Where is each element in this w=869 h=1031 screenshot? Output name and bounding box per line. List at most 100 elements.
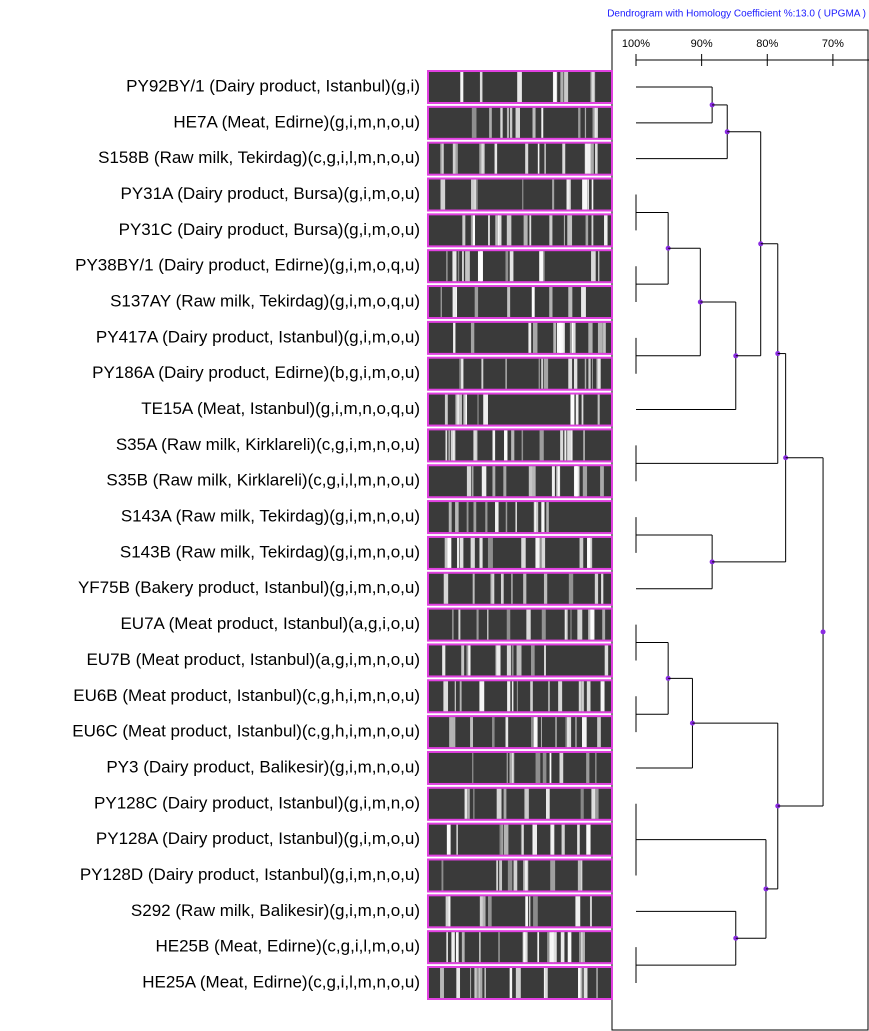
- gel-band: [541, 107, 544, 138]
- gel-band: [456, 824, 458, 855]
- gel-band: [506, 752, 508, 783]
- gel-band: [457, 394, 462, 425]
- strain-label: PY31A (Dairy product, Bursa)(g,i,m,o,u): [120, 184, 420, 203]
- gel-band: [569, 322, 572, 353]
- gel-band: [506, 645, 511, 676]
- strain-label: EU6B (Meat product, Istanbul)(c,g,h,i,m,…: [73, 686, 420, 705]
- gel-band: [479, 896, 483, 927]
- gel-band: [458, 609, 461, 640]
- gel-band: [461, 645, 465, 676]
- gel-band: [471, 179, 476, 210]
- gel-band: [567, 430, 573, 461]
- gel-band: [577, 609, 583, 640]
- gel-band: [507, 287, 511, 318]
- gel-band: [506, 107, 510, 138]
- gel-band: [459, 537, 464, 568]
- gel-band: [517, 72, 522, 102]
- gel-band: [526, 609, 531, 640]
- gel-band: [481, 358, 484, 389]
- gel-band: [594, 107, 598, 138]
- gel-band: [501, 824, 503, 855]
- gel-band: [564, 72, 569, 102]
- gel-band: [595, 143, 598, 174]
- gel-band: [549, 932, 554, 963]
- gel-band: [522, 824, 524, 855]
- strain-label: S143B (Raw milk, Tekirdag)(g,i,m,n,o,u): [120, 542, 420, 561]
- gel-band: [448, 502, 452, 533]
- strain-label: PY38BY/1 (Dairy product, Edirne)(g,i,m,o…: [75, 256, 420, 275]
- gel-band: [550, 824, 555, 855]
- gel-band: [479, 932, 481, 963]
- gel-band: [539, 430, 544, 461]
- gel-band: [482, 896, 486, 927]
- gel-band: [533, 896, 538, 927]
- gel-band: [568, 573, 574, 604]
- gel-band: [567, 215, 573, 246]
- gel-strip: [427, 643, 613, 678]
- gel-band: [585, 215, 589, 246]
- gel-band: [572, 322, 576, 353]
- gel-strip: [427, 750, 613, 785]
- gel-band: [452, 287, 456, 318]
- x-tick-label: 80%: [756, 38, 778, 50]
- x-tick-label: 70%: [822, 38, 844, 50]
- gel-band: [596, 968, 598, 998]
- strain-label: PY3 (Dairy product, Balikesir)(g,i,m,n,o…: [106, 757, 420, 776]
- gel-band: [446, 932, 448, 963]
- gel-band: [495, 645, 501, 676]
- gel-band: [553, 72, 558, 102]
- gel-band: [592, 107, 596, 138]
- gel-band: [466, 502, 469, 533]
- tree-panel: [611, 29, 869, 1031]
- gel-band: [453, 430, 456, 461]
- gel-band: [505, 358, 507, 389]
- gel-band: [598, 251, 600, 282]
- gel-strip: [427, 70, 613, 104]
- gel-band: [534, 502, 539, 533]
- gel-band: [532, 107, 536, 138]
- gel-background: [427, 213, 613, 248]
- gel-band: [573, 466, 578, 497]
- gel-strip: [427, 715, 613, 750]
- gel-band: [525, 788, 529, 819]
- gel-band: [523, 215, 528, 246]
- gel-band: [467, 788, 470, 819]
- gel-band: [525, 896, 528, 927]
- gel-band: [584, 143, 587, 174]
- x-tick-label: 90%: [691, 38, 713, 50]
- gel-band: [575, 896, 581, 927]
- gel-band: [549, 287, 553, 318]
- strain-label: EU7A (Meat product, Istanbul)(a,g,i,o,u): [120, 614, 420, 633]
- gel-band: [453, 717, 456, 748]
- gel-band: [590, 609, 595, 640]
- gel-band: [600, 466, 604, 497]
- gel-band: [560, 72, 564, 102]
- gel-background: [427, 356, 613, 391]
- gel-band: [591, 358, 593, 389]
- gel-band: [470, 322, 475, 353]
- gel-band: [551, 466, 555, 497]
- gel-band: [581, 394, 584, 425]
- gel-band: [492, 430, 496, 461]
- gel-band: [472, 752, 474, 783]
- gel-strip: [427, 249, 613, 284]
- gel-band: [597, 322, 603, 353]
- gel-band: [470, 537, 475, 568]
- gel-band: [477, 394, 479, 425]
- gel-band: [440, 287, 442, 318]
- gel-band: [588, 537, 593, 568]
- gel-band: [587, 179, 589, 210]
- gel-band: [468, 645, 470, 676]
- gel-band: [497, 215, 502, 246]
- gel-band: [591, 215, 594, 246]
- gel-band: [515, 107, 520, 138]
- gel-band: [459, 358, 463, 389]
- gel-band: [509, 968, 513, 998]
- gel-background: [427, 858, 613, 893]
- gel-band: [457, 537, 460, 568]
- gel-background: [427, 535, 613, 570]
- strain-label: EU7B (Meat product, Istanbul)(a,g,i,m,n,…: [86, 650, 420, 669]
- gel-background: [427, 607, 613, 642]
- gel-band: [474, 968, 477, 998]
- gel-band: [448, 430, 450, 461]
